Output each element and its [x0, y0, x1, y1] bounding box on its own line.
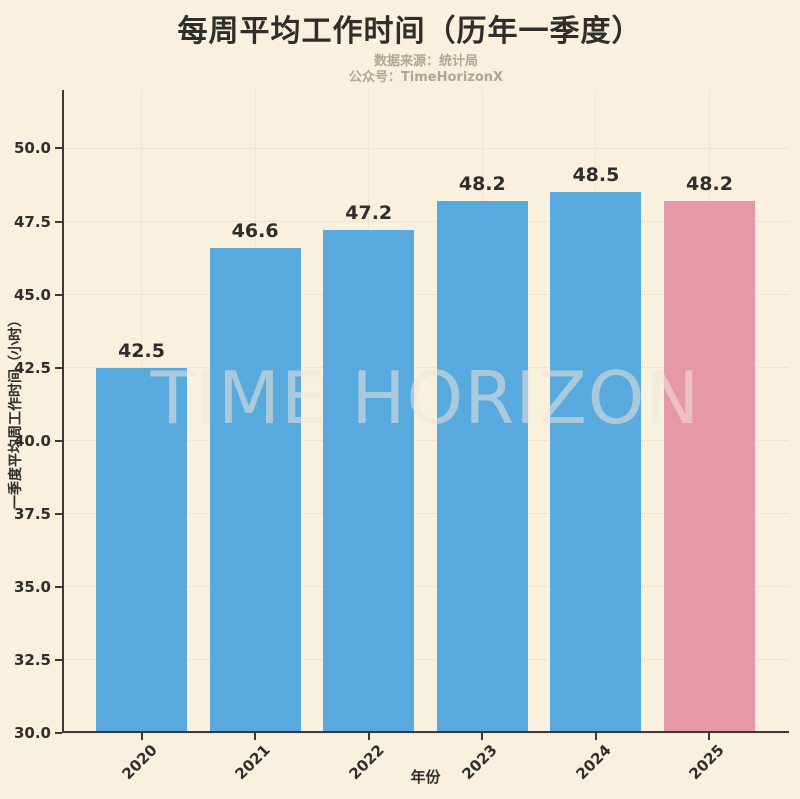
chart-subtitle-source: 数据来源：统计局 [373, 54, 478, 69]
y-tick-mark-30.0 [55, 732, 62, 734]
x-tick-mark-2020 [140, 733, 143, 740]
x-axis-title: 年份 [410, 768, 441, 786]
x-tick-mark-2025 [708, 733, 711, 740]
y-tick-mark-37.5 [55, 512, 62, 515]
axes-spines [62, 90, 789, 733]
y-tick-mark-32.5 [55, 658, 62, 661]
y-axis-title: 一季度平均周工作时间（小时） [8, 313, 24, 509]
y-tick-mark-35.0 [55, 585, 62, 588]
y-tick-label-32.5: 32.5 [13, 650, 51, 669]
x-tick-mark-2021 [254, 733, 257, 740]
y-tick-mark-42.5 [55, 366, 62, 369]
y-tick-label-47.5: 47.5 [13, 212, 51, 231]
y-tick-mark-50.0 [55, 147, 62, 150]
chart-subtitle-account: 公众号：TimeHorizonX [348, 70, 504, 85]
x-tick-mark-2022 [367, 733, 370, 740]
y-tick-label-35.0: 35.0 [13, 577, 51, 596]
y-tick-mark-45.0 [55, 293, 62, 296]
y-tick-mark-40.0 [55, 439, 62, 442]
x-tick-mark-2023 [481, 733, 484, 740]
x-tick-mark-2024 [594, 733, 597, 740]
y-tick-mark-47.5 [55, 220, 62, 223]
y-tick-label-45.0: 45.0 [13, 285, 51, 304]
chart-title: 每周平均工作时间（历年一季度） [177, 14, 643, 49]
y-tick-label-30.0: 30.0 [13, 724, 51, 742]
y-tick-label-50.0: 50.0 [13, 139, 51, 158]
